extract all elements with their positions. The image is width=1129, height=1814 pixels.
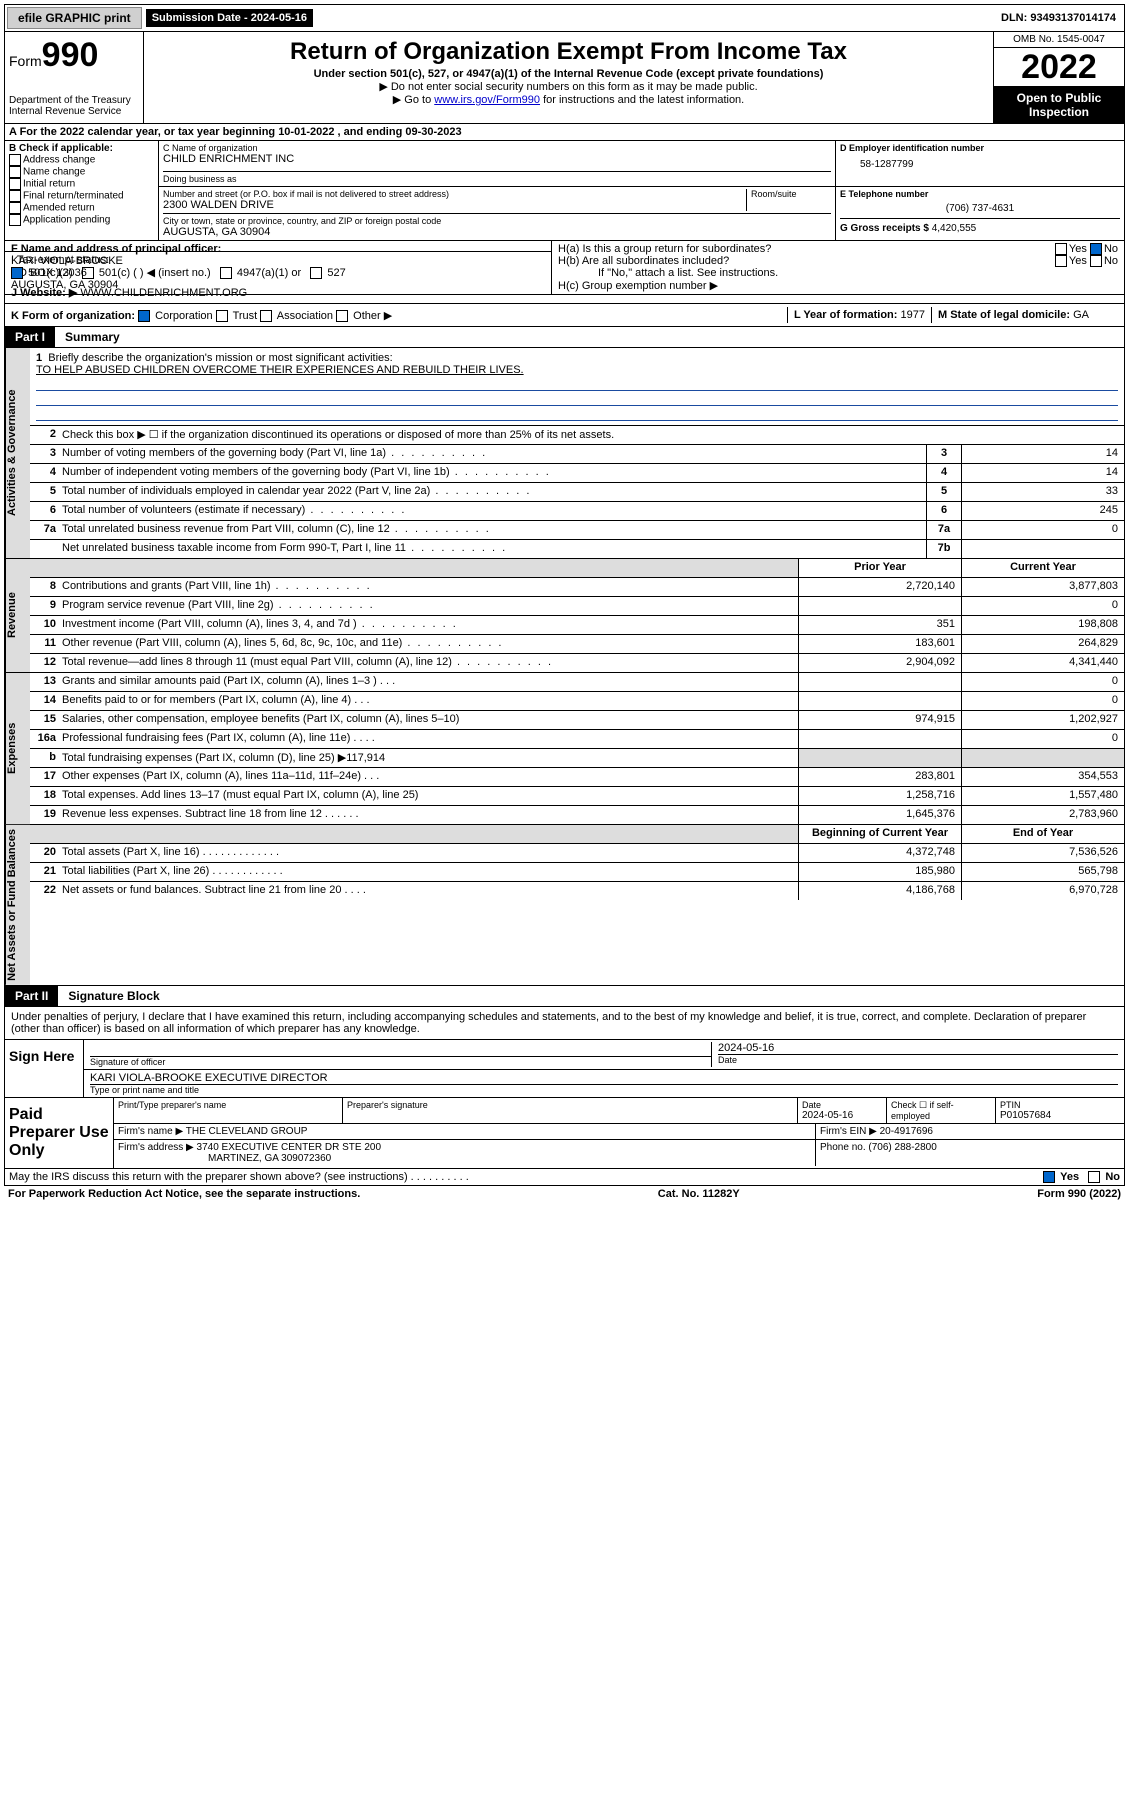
line2-checkbox-row: Check this box ▶ ☐ if the organization d… xyxy=(58,426,1124,444)
table-row: 20Total assets (Part X, line 16) . . . .… xyxy=(30,844,1124,863)
mission-block: 1 Briefly describe the organization's mi… xyxy=(30,348,1124,426)
table-row: 13Grants and similar amounts paid (Part … xyxy=(30,673,1124,692)
table-row: 22Net assets or fund balances. Subtract … xyxy=(30,882,1124,900)
table-row: 14Benefits paid to or for members (Part … xyxy=(30,692,1124,711)
row-j-website: J Website: ▶ WWW.CHILDENRICHMENT.ORG xyxy=(5,284,552,301)
omb-label: OMB No. 1545-0047 xyxy=(994,32,1124,48)
form-title: Return of Organization Exempt From Incom… xyxy=(152,38,985,66)
irs-link[interactable]: www.irs.gov/Form990 xyxy=(434,94,540,106)
bottom-line: For Paperwork Reduction Act Notice, see … xyxy=(4,1186,1125,1202)
tax-year: 2022 xyxy=(994,48,1124,87)
vtab-governance: Activities & Governance xyxy=(5,348,30,558)
table-row: bTotal fundraising expenses (Part IX, co… xyxy=(30,749,1124,768)
vtab-expenses: Expenses xyxy=(5,673,30,824)
chk-other[interactable] xyxy=(336,310,348,322)
chk-amended-return[interactable]: Amended return xyxy=(9,202,154,214)
chk-association[interactable] xyxy=(260,310,272,322)
paid-preparer-block: Paid Preparer Use Only Print/Type prepar… xyxy=(4,1098,1125,1169)
submission-date: Submission Date - 2024-05-16 xyxy=(146,9,313,27)
vtab-revenue: Revenue xyxy=(5,559,30,672)
table-row: 15Salaries, other compensation, employee… xyxy=(30,711,1124,730)
chk-527[interactable] xyxy=(310,267,322,279)
table-row: 21Total liabilities (Part X, line 26) . … xyxy=(30,863,1124,882)
table-row: 19Revenue less expenses. Subtract line 1… xyxy=(30,806,1124,824)
block-d-ein: D Employer identification number 58-1287… xyxy=(836,141,1124,186)
chk-address-change[interactable]: Address change xyxy=(9,154,154,166)
end-year-header: End of Year xyxy=(961,825,1124,843)
table-row: 6Total number of volunteers (estimate if… xyxy=(30,502,1124,521)
current-year-header: Current Year xyxy=(961,559,1124,577)
form-note2: ▶ Go to www.irs.gov/Form990 for instruct… xyxy=(152,93,985,106)
sign-here-block: Sign Here Signature of officer 2024-05-1… xyxy=(4,1040,1125,1098)
efile-print-button[interactable]: efile GRAPHIC print xyxy=(7,7,142,29)
table-row: 5Total number of individuals employed in… xyxy=(30,483,1124,502)
part2-header: Part II Signature Block xyxy=(4,986,1125,1007)
chk-application-pending[interactable]: Application pending xyxy=(9,214,154,226)
chk-discuss-no[interactable] xyxy=(1088,1171,1100,1183)
chk-501c3[interactable] xyxy=(11,267,23,279)
table-row: 7aTotal unrelated business revenue from … xyxy=(30,521,1124,540)
chk-initial-return[interactable]: Initial return xyxy=(9,178,154,190)
row-l-year: L Year of formation: 1977 xyxy=(787,307,931,323)
beginning-year-header: Beginning of Current Year xyxy=(798,825,961,843)
form-note1: ▶ Do not enter social security numbers o… xyxy=(152,80,985,93)
discuss-row: May the IRS discuss this return with the… xyxy=(4,1169,1125,1186)
chk-corporation[interactable] xyxy=(138,310,150,322)
chk-final-return[interactable]: Final return/terminated xyxy=(9,190,154,202)
row-m-state: M State of legal domicile: GA xyxy=(931,307,1124,323)
table-row: 17Other expenses (Part IX, column (A), l… xyxy=(30,768,1124,787)
table-row: 10Investment income (Part VIII, column (… xyxy=(30,616,1124,635)
chk-501c[interactable] xyxy=(82,267,94,279)
form-subtitle: Under section 501(c), 527, or 4947(a)(1)… xyxy=(152,68,985,80)
signature-declaration: Under penalties of perjury, I declare th… xyxy=(4,1007,1125,1040)
table-row: 11Other revenue (Part VIII, column (A), … xyxy=(30,635,1124,654)
table-row: 3Number of voting members of the governi… xyxy=(30,445,1124,464)
chk-4947[interactable] xyxy=(220,267,232,279)
block-e-g: E Telephone number (706) 737-4631 G Gros… xyxy=(836,187,1124,240)
table-row: 4Number of independent voting members of… xyxy=(30,464,1124,483)
table-row: 8Contributions and grants (Part VIII, li… xyxy=(30,578,1124,597)
form-header: Form990 Department of the Treasury Inter… xyxy=(4,32,1125,124)
entity-info-grid: B Check if applicable: Address change Na… xyxy=(4,141,1125,241)
table-row: 16aProfessional fundraising fees (Part I… xyxy=(30,730,1124,749)
chk-trust[interactable] xyxy=(216,310,228,322)
form-number: Form990 xyxy=(9,36,139,75)
table-row: Net unrelated business taxable income fr… xyxy=(30,540,1124,558)
chk-discuss-yes[interactable] xyxy=(1043,1171,1055,1183)
dln-label: DLN: 93493137014174 xyxy=(995,10,1122,26)
row-k-form-org: K Form of organization: Corporation Trus… xyxy=(5,307,787,324)
row-i-tax-exempt: I Tax-exempt status: 501(c)(3) 501(c) ( … xyxy=(5,251,552,281)
vtab-net-assets: Net Assets or Fund Balances xyxy=(5,825,30,985)
table-row: 12Total revenue—add lines 8 through 11 (… xyxy=(30,654,1124,672)
chk-name-change[interactable]: Name change xyxy=(9,166,154,178)
prior-year-header: Prior Year xyxy=(798,559,961,577)
open-public-label: Open to Public Inspection xyxy=(994,87,1124,123)
table-row: 9Program service revenue (Part VIII, lin… xyxy=(30,597,1124,616)
dept-label: Department of the Treasury xyxy=(9,95,139,106)
block-c-address: Number and street (or P.O. box if mail i… xyxy=(159,187,836,240)
col-b-checkboxes: B Check if applicable: Address change Na… xyxy=(5,141,159,240)
block-c-name: C Name of organization CHILD ENRICHMENT … xyxy=(159,141,836,186)
irs-label: Internal Revenue Service xyxy=(9,106,139,117)
part1-header: Part I Summary xyxy=(4,327,1125,348)
table-row: 18Total expenses. Add lines 13–17 (must … xyxy=(30,787,1124,806)
top-bar: efile GRAPHIC print Submission Date - 20… xyxy=(4,4,1125,32)
row-a-tax-year: A For the 2022 calendar year, or tax yea… xyxy=(4,124,1125,141)
